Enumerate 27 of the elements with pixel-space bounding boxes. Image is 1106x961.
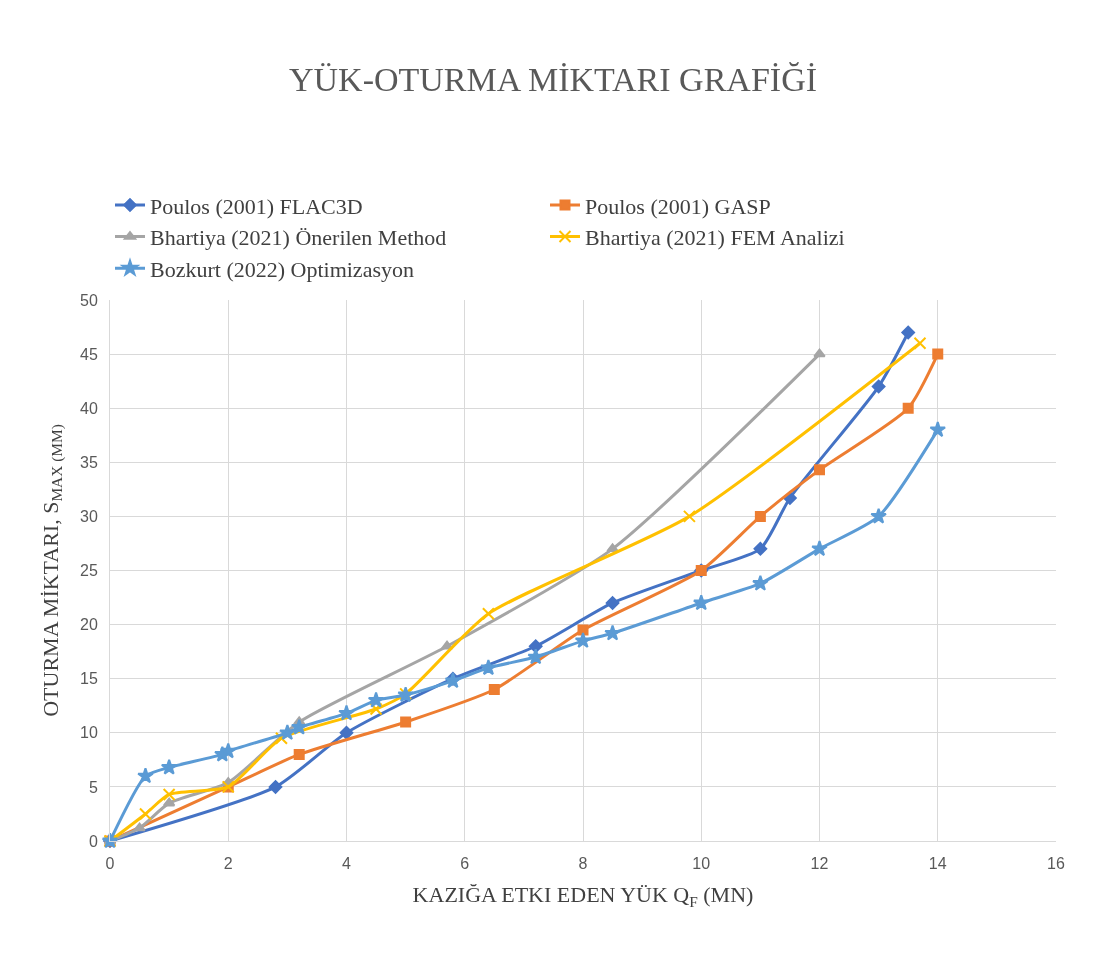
x-tick-label: 8	[578, 855, 588, 873]
y-tick-label: 40	[80, 399, 98, 417]
y-tick-label: 30	[80, 508, 98, 525]
y-tick-label: 15	[80, 670, 98, 688]
x-tick-label: 4	[342, 855, 352, 873]
y-tick-label: 10	[80, 724, 98, 742]
y-tick-label: 20	[80, 616, 98, 634]
legend-label: Bozkurt (2022) Optimizasyon	[150, 256, 414, 282]
y-tick-label: 50	[80, 291, 98, 309]
y-tick-label: 35	[80, 453, 98, 471]
legend-label: Bhartiya (2021) FEM Analizi	[585, 225, 845, 251]
legend-label: Poulos (2001) GASP	[585, 193, 771, 219]
x-tick-label: 16	[1047, 855, 1065, 873]
y-tick-label: 5	[88, 778, 98, 796]
legend-label: Poulos (2001) FLAC3D	[150, 193, 363, 219]
y-tick-label: 0	[88, 832, 98, 850]
x-tick-label: 2	[223, 855, 233, 873]
y-tick-label: 25	[80, 562, 98, 580]
x-tick-label: 10	[692, 855, 711, 873]
x-tick-label: 14	[928, 855, 947, 873]
y-tick-label: 45	[80, 345, 98, 363]
x-tick-label: 6	[460, 855, 470, 873]
x-tick-label: 12	[810, 855, 829, 873]
chart-title: YÜK-OTURMA MİKTARI GRAFİĞİ	[288, 61, 818, 99]
x-axis-title: KAZIĞA ETKI EDEN YÜK Q$_{F}$ (MN)	[412, 882, 754, 910]
x-tick-label: 0	[105, 855, 115, 873]
legend-label: Bhartiya (2021) Önerilen Method	[150, 225, 447, 251]
